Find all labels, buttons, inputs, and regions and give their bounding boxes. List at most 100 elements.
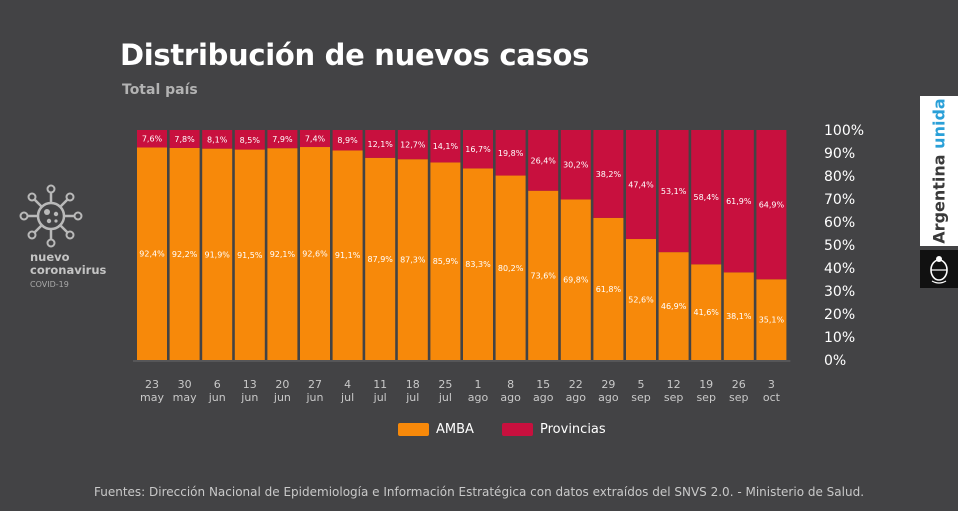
bar-amba	[332, 150, 363, 360]
x-tick-month: sep	[729, 391, 748, 404]
bar-provincias	[365, 130, 396, 158]
data-label-amba: 83,3%	[465, 260, 491, 269]
y-tick-label: 20%	[824, 307, 855, 323]
bar-amba	[137, 147, 167, 360]
data-label-amba: 92,6%	[302, 250, 328, 259]
legend-label-provincias: Provincias	[540, 422, 606, 437]
data-label-amba: 85,9%	[433, 257, 459, 266]
x-tick-month: jul	[405, 391, 419, 404]
national-seal-icon	[920, 250, 958, 288]
legend-label-amba: AMBA	[436, 422, 474, 437]
virus-icon	[19, 184, 83, 248]
x-tick-month: sep	[631, 391, 650, 404]
data-label-amba: 41,6%	[693, 308, 719, 317]
x-tick-month: jun	[208, 391, 226, 404]
legend-swatch-provincias	[502, 423, 533, 436]
x-tick-day: 20	[275, 378, 289, 391]
x-tick-day: 6	[214, 378, 221, 391]
bar-amba	[593, 217, 624, 360]
data-label-amba: 52,6%	[628, 296, 654, 305]
y-tick-label: 100%	[824, 123, 864, 139]
bar-provincias	[723, 130, 754, 273]
x-tick-month: jul	[438, 391, 452, 404]
data-label-provincias: 38,2%	[596, 170, 622, 179]
data-label-amba: 91,5%	[237, 251, 263, 260]
data-label-provincias: 64,9%	[759, 201, 785, 210]
bar-provincias	[691, 130, 722, 265]
data-label-provincias: 8,9%	[337, 136, 358, 145]
badge-line-nuevo: nuevo	[30, 250, 70, 264]
x-tick-month: sep	[664, 391, 683, 404]
bar-provincias	[397, 130, 428, 160]
bar-amba	[300, 147, 330, 360]
x-tick-month: ago	[468, 391, 489, 404]
data-label-amba: 73,6%	[530, 271, 556, 280]
x-tick-month: may	[140, 391, 164, 404]
data-label-amba: 92,2%	[172, 250, 198, 259]
page-title: Distribución de nuevos casos	[120, 38, 590, 72]
x-tick-day: 18	[406, 378, 420, 391]
bar-provincias	[756, 130, 787, 280]
data-label-provincias: 53,1%	[661, 187, 687, 196]
argentina-unida-logo: Argentina unida	[920, 96, 958, 246]
x-tick-month: jun	[240, 391, 258, 404]
badge-line-coronavirus: coronavirus	[30, 263, 107, 277]
bar-provincias	[430, 130, 461, 163]
bar-amba	[528, 190, 559, 360]
x-tick-day: 1	[475, 378, 482, 391]
x-tick-month: jun	[306, 391, 324, 404]
data-label-amba: 87,9%	[367, 255, 393, 264]
bar-provincias	[332, 130, 363, 151]
bar-amba	[691, 264, 722, 360]
x-tick-month: ago	[500, 391, 521, 404]
badge-line-covid: COVID-19	[30, 280, 69, 289]
data-label-amba: 38,1%	[726, 312, 752, 321]
x-tick-day: 30	[178, 378, 192, 391]
x-tick-day: 29	[601, 378, 615, 391]
bar-provincias	[234, 130, 265, 150]
x-tick-day: 11	[373, 378, 387, 391]
x-tick-month: jun	[273, 391, 291, 404]
data-label-provincias: 16,7%	[465, 145, 491, 154]
data-label-provincias: 8,1%	[207, 135, 228, 144]
bar-provincias	[300, 130, 330, 148]
data-label-provincias: 30,2%	[563, 161, 589, 170]
bar-provincias	[495, 130, 526, 176]
brand-word-argentina: Argentina	[929, 154, 949, 244]
data-label-amba: 92,1%	[270, 250, 296, 259]
bar-amba	[430, 162, 461, 360]
x-tick-day: 19	[699, 378, 713, 391]
data-label-provincias: 47,4%	[628, 181, 654, 190]
bar-provincias	[528, 130, 559, 191]
bar-provincias	[560, 130, 591, 200]
x-tick-day: 4	[344, 378, 351, 391]
x-tick-day: 27	[308, 378, 322, 391]
x-tick-day: 15	[536, 378, 550, 391]
x-tick-day: 23	[145, 378, 159, 391]
bar-amba	[463, 168, 493, 360]
bar-provincias	[626, 130, 656, 240]
x-tick-day: 22	[569, 378, 583, 391]
bar-amba	[495, 175, 526, 360]
bar-amba	[397, 159, 428, 360]
data-label-amba: 91,9%	[204, 250, 230, 259]
x-tick-day: 12	[667, 378, 681, 391]
data-label-provincias: 12,7%	[400, 141, 426, 150]
x-tick-day: 3	[768, 378, 775, 391]
bar-amba	[234, 149, 265, 360]
data-label-amba: 46,9%	[661, 302, 687, 311]
legend-swatch-amba	[398, 423, 429, 436]
bar-amba	[560, 199, 591, 360]
x-tick-day: 13	[243, 378, 257, 391]
x-tick-month: jul	[373, 391, 387, 404]
bar-provincias	[658, 130, 689, 253]
data-label-provincias: 61,9%	[726, 197, 752, 206]
page-subtitle: Total país	[122, 82, 198, 98]
bar-provincias	[463, 130, 493, 169]
data-label-amba: 69,8%	[563, 276, 589, 285]
data-label-provincias: 8,5%	[240, 136, 261, 145]
bar-amba	[202, 148, 233, 360]
x-tick-month: ago	[598, 391, 619, 404]
bar-amba	[365, 157, 396, 360]
